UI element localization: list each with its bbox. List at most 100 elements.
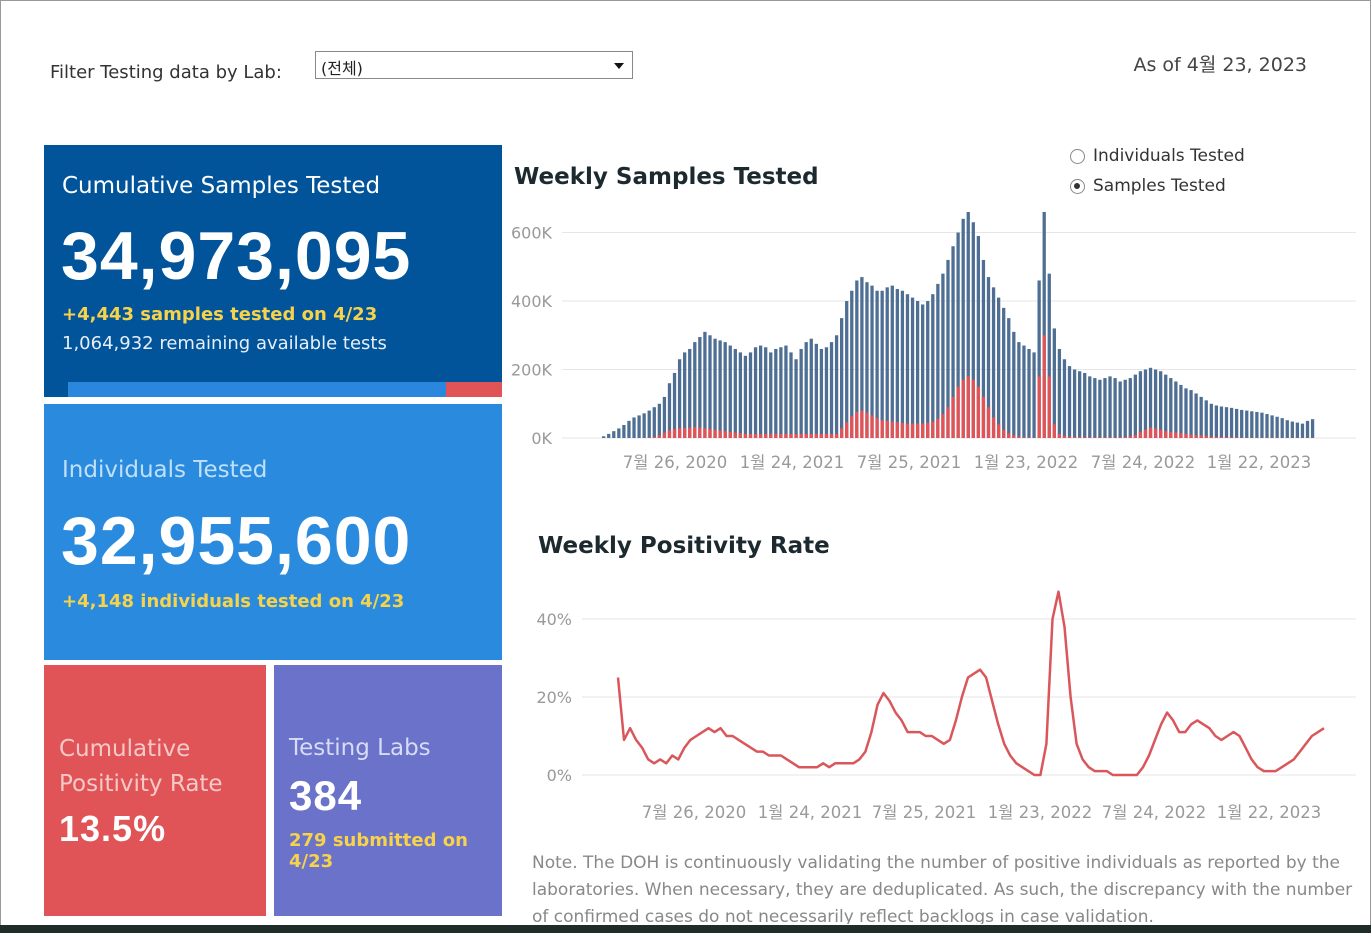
tests-usage-bar bbox=[68, 382, 502, 397]
bar-total bbox=[1214, 405, 1219, 438]
bar-total bbox=[698, 336, 702, 438]
bar-total bbox=[986, 277, 991, 438]
bar-total bbox=[941, 273, 945, 438]
bar-total bbox=[840, 318, 844, 438]
bar-total bbox=[1305, 420, 1310, 438]
radio-icon[interactable] bbox=[1070, 149, 1085, 164]
bar-positive bbox=[1224, 437, 1229, 438]
toggle-individuals-tested[interactable]: Individuals Tested bbox=[1070, 146, 1245, 166]
bar-total bbox=[794, 359, 798, 438]
y-tick-label: 600K bbox=[511, 224, 553, 243]
bar-total bbox=[602, 436, 606, 438]
bar-total bbox=[824, 347, 829, 438]
bar-total bbox=[1062, 359, 1067, 438]
toggle-label: Samples Tested bbox=[1093, 176, 1226, 196]
bar-positive bbox=[840, 428, 844, 438]
bar-positive bbox=[900, 422, 905, 438]
bar-total bbox=[1128, 378, 1132, 438]
bar-total bbox=[921, 304, 925, 438]
bar-total bbox=[718, 340, 722, 438]
bar-positive bbox=[1194, 435, 1198, 438]
bar-positive bbox=[1123, 436, 1127, 438]
bar-positive bbox=[652, 436, 656, 438]
bar-total bbox=[971, 222, 975, 438]
bar-positive bbox=[1128, 436, 1132, 438]
y-tick-label: 400K bbox=[511, 292, 553, 311]
bar-total bbox=[1007, 318, 1011, 438]
bar-total bbox=[865, 282, 869, 438]
bar-total bbox=[1285, 420, 1289, 438]
bar-total bbox=[617, 428, 621, 438]
bar-total bbox=[875, 290, 879, 438]
bar-positive bbox=[677, 428, 682, 438]
bar-positive bbox=[1209, 436, 1213, 438]
bar-total bbox=[804, 342, 808, 438]
bar-total bbox=[1209, 403, 1213, 438]
bar-total bbox=[723, 342, 727, 438]
bar-positive bbox=[774, 433, 778, 438]
toggle-samples-tested[interactable]: Samples Tested bbox=[1070, 176, 1226, 196]
bar-positive bbox=[996, 424, 1001, 438]
bar-total bbox=[627, 420, 631, 438]
bar-positive bbox=[753, 433, 758, 438]
bar-positive bbox=[1143, 429, 1148, 438]
bar-positive bbox=[703, 428, 707, 438]
bar-positive bbox=[1002, 429, 1006, 438]
bar-total bbox=[1078, 371, 1082, 438]
lab-filter-dropdown[interactable]: (전체) bbox=[315, 51, 633, 79]
bar-positive bbox=[976, 386, 981, 438]
bar-total bbox=[647, 410, 651, 438]
bar-positive bbox=[986, 407, 991, 438]
bar-total bbox=[1184, 388, 1188, 438]
chevron-down-icon[interactable] bbox=[614, 63, 624, 69]
cumulative-positivity-tile: Cumulative Positivity Rate 13.5% bbox=[44, 665, 266, 916]
bar-total bbox=[784, 345, 788, 438]
bar-positive bbox=[1037, 376, 1041, 438]
bar-positive bbox=[1062, 435, 1067, 438]
bar-total bbox=[1255, 411, 1259, 438]
bar-positive bbox=[865, 412, 869, 438]
bar-total bbox=[769, 352, 773, 438]
weekly-positivity-chart[interactable]: 40% 20% 0% 7월 26, 2020 1월 24, 2021 7월 25, 202… bbox=[500, 570, 1370, 832]
bar-positive bbox=[1007, 433, 1011, 438]
lab-filter-value: (전체) bbox=[321, 59, 363, 78]
bar-total bbox=[738, 352, 743, 438]
bar-positive bbox=[708, 429, 712, 438]
bar-positive bbox=[966, 376, 970, 438]
bar-positive bbox=[905, 423, 910, 438]
bar-total bbox=[834, 335, 839, 438]
bar-total bbox=[1098, 379, 1102, 438]
radio-icon[interactable] bbox=[1070, 179, 1085, 194]
bar-total bbox=[1067, 366, 1072, 438]
positivity-rate-value: 13.5% bbox=[59, 808, 167, 849]
individuals-tested-value: 32,955,600 bbox=[61, 503, 412, 579]
bar-total bbox=[1118, 381, 1122, 438]
bar-total bbox=[1290, 421, 1294, 438]
as-of-date: As of 4월 23, 2023 bbox=[1133, 54, 1307, 76]
bar-positive bbox=[672, 429, 677, 438]
bar-positive bbox=[829, 433, 834, 438]
bar-total bbox=[976, 235, 981, 438]
bar-total bbox=[936, 283, 940, 438]
bar-total bbox=[915, 301, 920, 438]
bar-total bbox=[1108, 376, 1112, 438]
bar-total bbox=[1300, 423, 1305, 438]
bar-total bbox=[1022, 345, 1026, 438]
cumulative-samples-tile: Cumulative Samples Tested 34,973,095 +4,… bbox=[44, 145, 502, 397]
bar-total bbox=[1153, 369, 1158, 438]
bar-total bbox=[946, 259, 950, 438]
bar-positive bbox=[743, 433, 748, 438]
weekly-samples-chart[interactable]: 600K 400K 200K 0K 7월 26, 2020 1월 24, 2021 7월 2… bbox=[500, 200, 1370, 480]
bar-total bbox=[860, 277, 864, 438]
bar-positive bbox=[1219, 436, 1224, 438]
bar-total bbox=[1310, 419, 1315, 438]
bar-total bbox=[662, 396, 667, 438]
bar-positive bbox=[971, 379, 975, 438]
bar-total bbox=[733, 348, 737, 438]
x-tick-label: 7월 26, 2020 bbox=[642, 803, 746, 822]
weekly-samples-title: Weekly Samples Tested bbox=[514, 164, 819, 190]
bar-total bbox=[885, 287, 889, 438]
bar-positive bbox=[1169, 431, 1173, 438]
bar-total bbox=[667, 383, 672, 438]
bar-total bbox=[1072, 369, 1077, 438]
